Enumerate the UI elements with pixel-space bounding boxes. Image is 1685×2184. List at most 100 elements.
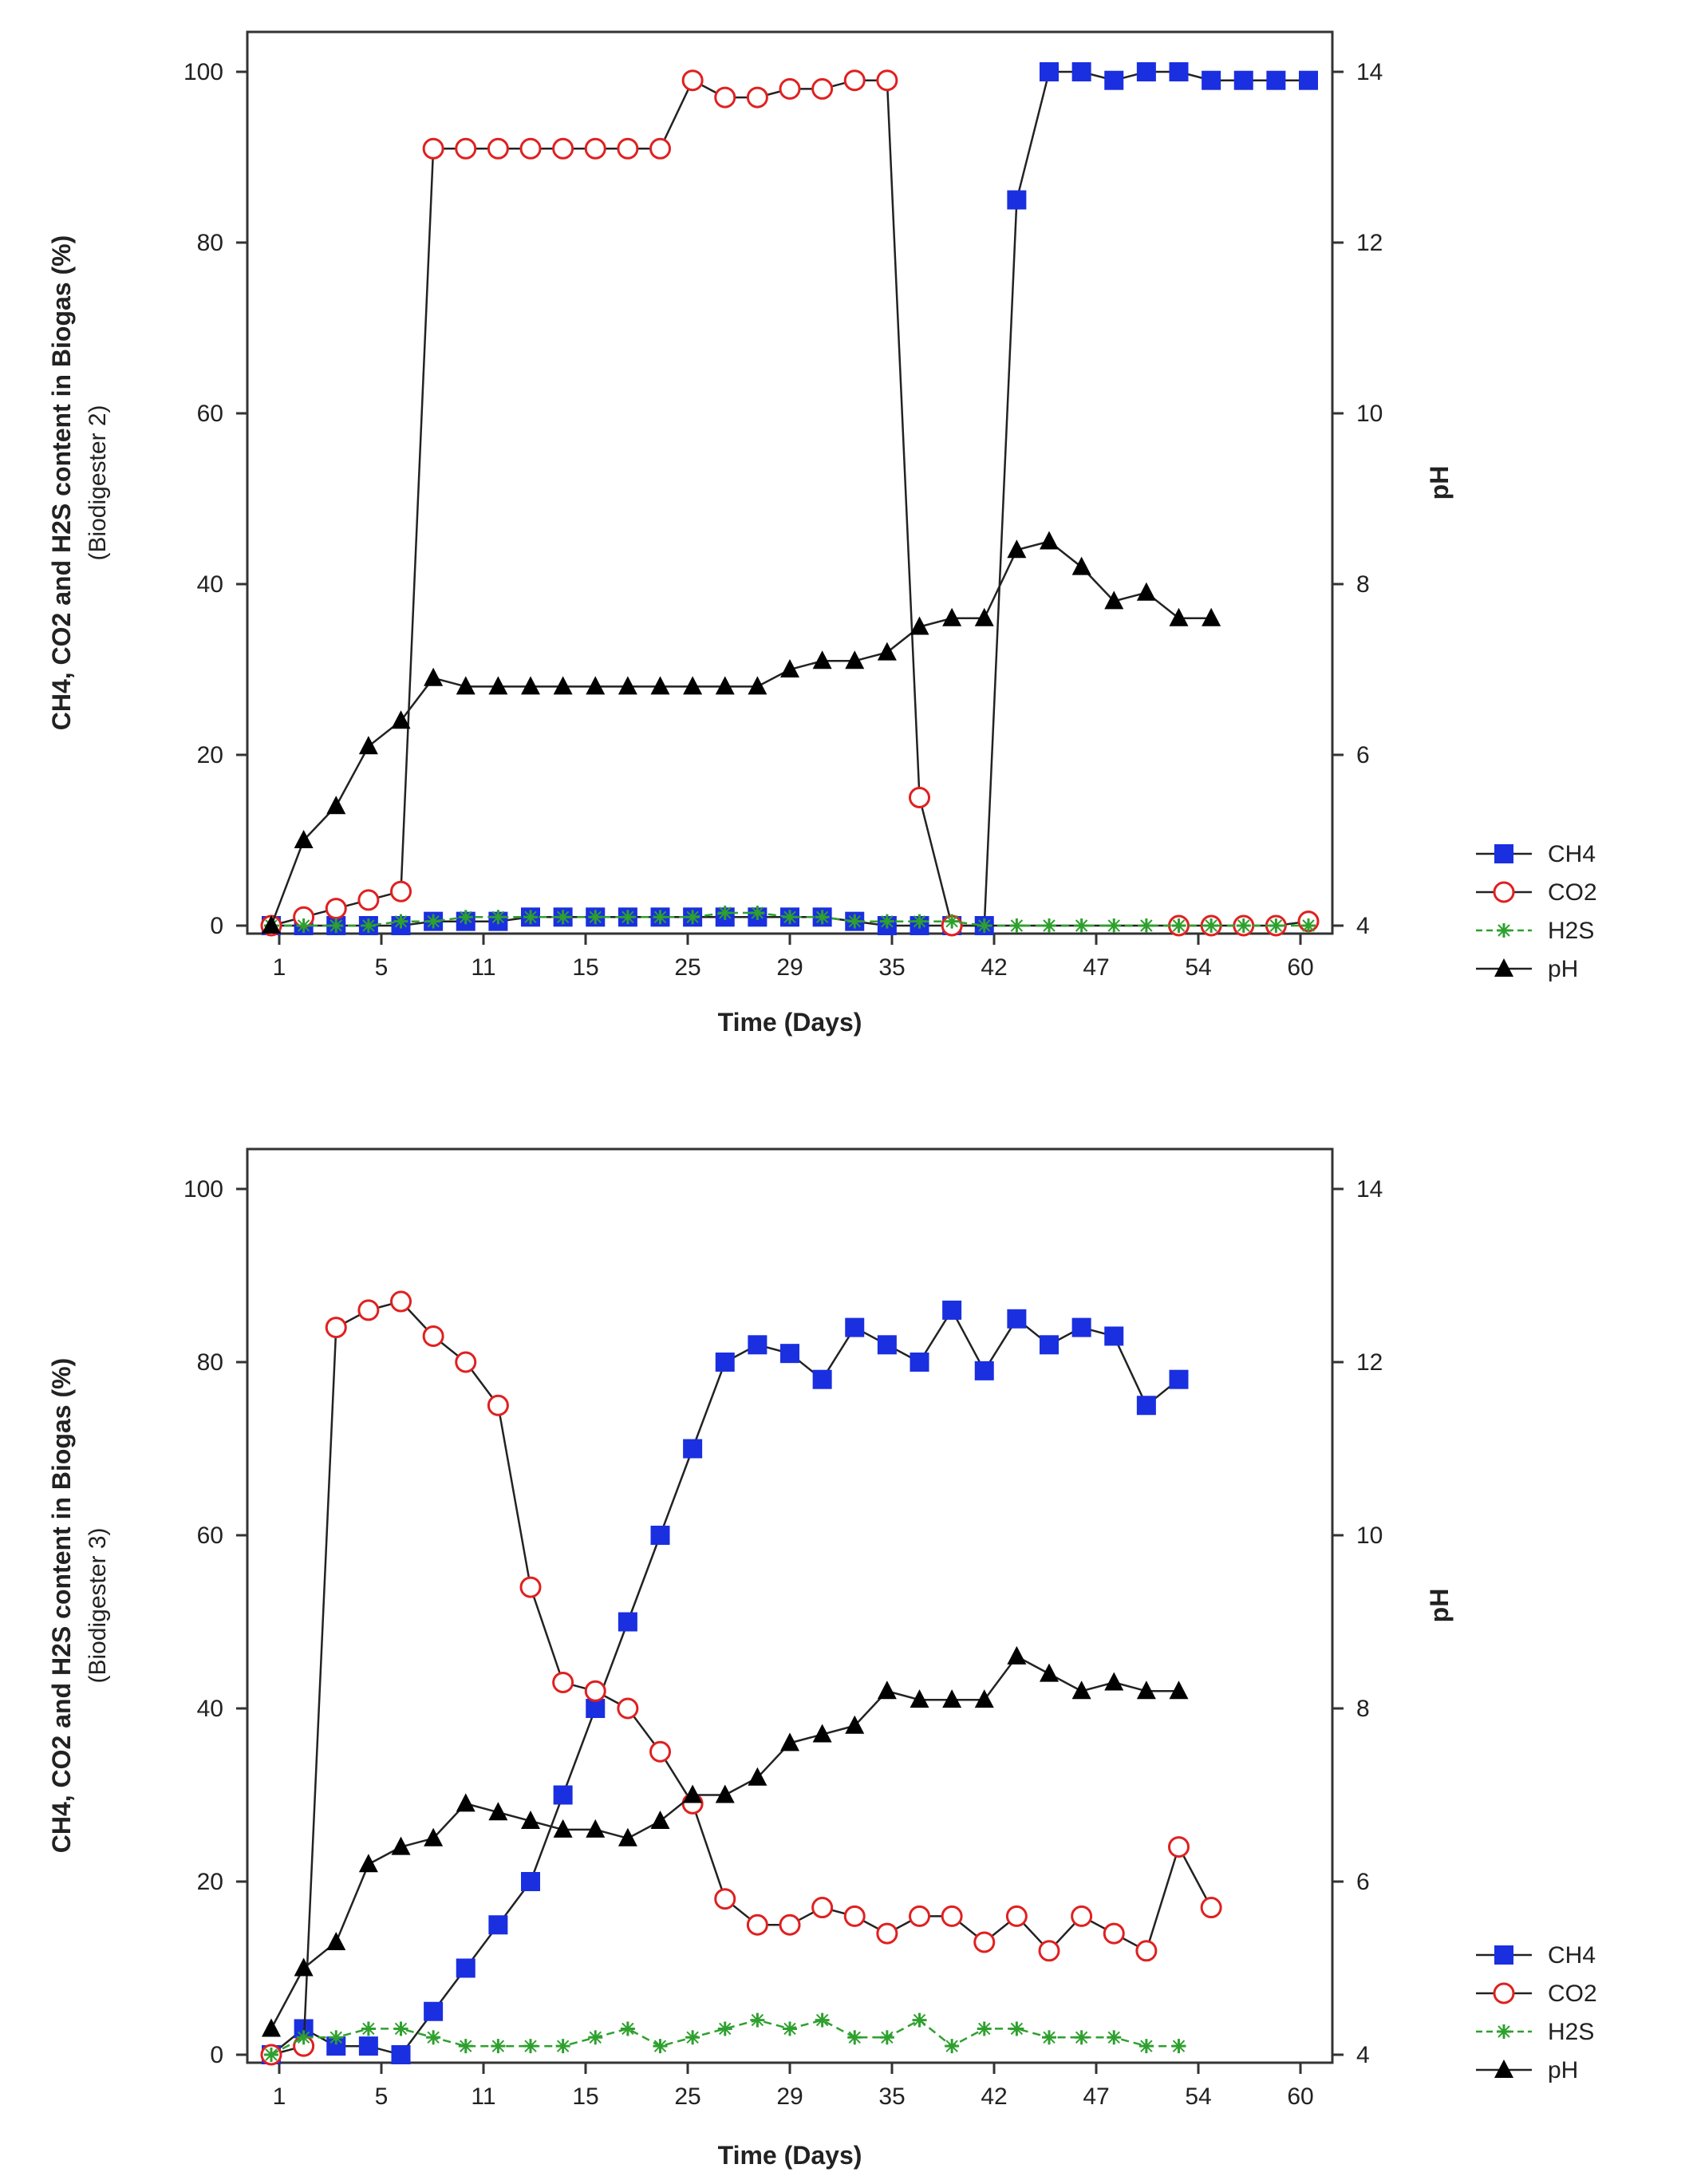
y-tick-label: 20 <box>197 1869 223 1895</box>
x-axis: 1 5 11 15 25 29 35 42 47 54 60 <box>273 934 1314 981</box>
data-point-ph <box>294 1957 314 1977</box>
data-point-co2 <box>843 1905 866 1927</box>
data-point-ch4 <box>553 1785 573 1805</box>
data-point-co2 <box>455 137 477 160</box>
data-point-co2 <box>584 1680 606 1702</box>
data-point-h2s <box>1138 2039 1154 2054</box>
y-tick-label: 40 <box>197 1696 223 1722</box>
data-point-h2s <box>458 910 473 925</box>
x-tick-label: 35 <box>878 954 905 981</box>
data-point-co2 <box>1038 1940 1060 1962</box>
x-tick-label: 42 <box>981 954 1007 981</box>
data-point-h2s <box>264 2048 278 2062</box>
data-point-h2s <box>523 910 538 925</box>
series-layer <box>260 62 1320 937</box>
data-point-co2 <box>455 1351 477 1373</box>
x-tick-label: 15 <box>572 2083 598 2110</box>
data-point-co2 <box>487 1394 509 1416</box>
data-point-h2s <box>847 914 862 929</box>
data-point-h2s <box>1107 918 1122 933</box>
data-point-h2s <box>945 2039 960 2054</box>
data-point-h2s <box>620 910 635 925</box>
y2-tick-label: 4 <box>1356 2042 1370 2068</box>
data-point-ch4 <box>521 1872 540 1891</box>
data-point-co2 <box>584 137 606 160</box>
data-point-co2 <box>1200 1897 1222 1919</box>
data-point-ph <box>424 667 444 686</box>
data-point-co2 <box>681 69 704 92</box>
data-point-co2 <box>617 137 639 160</box>
data-point-ph <box>553 1819 573 1838</box>
data-point-co2 <box>390 1290 412 1313</box>
right-y-axis: 4 6 8 10 12 14 <box>1332 1176 1383 2068</box>
data-point-h2s <box>620 2021 635 2036</box>
data-point-ph <box>391 710 411 729</box>
legend-item-co2: CO2 <box>1476 879 1597 906</box>
data-point-ph <box>521 676 540 695</box>
data-point-ch4 <box>877 1335 897 1355</box>
series-co2 <box>260 69 1320 937</box>
data-point-ch4 <box>456 1958 476 1978</box>
x-tick-label: 5 <box>375 2083 389 2110</box>
data-point-h2s <box>1009 918 1024 933</box>
data-point-h2s <box>1269 918 1284 933</box>
x-tick-label: 11 <box>471 954 495 981</box>
series-line-h2s <box>271 911 1308 927</box>
data-point-ph <box>1104 1672 1124 1691</box>
data-point-h2s <box>393 914 408 929</box>
legend-label: H2S <box>1548 2019 1594 2045</box>
data-point-ph <box>1040 1663 1059 1682</box>
data-point-ph <box>910 616 929 635</box>
x-tick-label: 25 <box>674 2083 700 2110</box>
data-point-co2 <box>552 1671 574 1693</box>
data-point-h2s <box>945 914 960 929</box>
data-point-ph <box>974 1689 994 1708</box>
right-y-axis: 4 6 8 10 12 14 <box>1332 59 1383 939</box>
data-point-ph <box>683 676 703 695</box>
data-point-ph <box>488 676 508 695</box>
y2-tick-label: 8 <box>1356 571 1370 598</box>
x-tick-label: 47 <box>1083 954 1109 981</box>
legend-marker <box>1493 881 1515 903</box>
legend-label: CH4 <box>1548 1942 1596 1969</box>
data-point-h2s <box>1204 918 1219 933</box>
data-point-h2s <box>296 2030 311 2045</box>
data-point-h2s <box>653 910 668 925</box>
data-point-co2 <box>811 1897 834 1919</box>
legend-marker <box>1494 958 1513 977</box>
legend-label: pH <box>1548 956 1578 982</box>
data-point-h2s <box>458 2039 473 2054</box>
legend-marker <box>1497 923 1511 938</box>
data-point-ph <box>1071 556 1091 575</box>
data-point-ph <box>521 1811 540 1830</box>
data-point-co2 <box>746 1913 768 1936</box>
data-point-h2s <box>296 918 311 933</box>
data-point-ph <box>1136 1680 1156 1700</box>
data-point-h2s <box>329 2030 344 2045</box>
data-point-h2s <box>555 2039 570 2054</box>
y2-tick-label: 12 <box>1356 230 1383 256</box>
data-point-ch4 <box>586 1699 606 1718</box>
data-point-ph <box>748 1767 768 1786</box>
data-point-ph <box>326 796 346 815</box>
data-point-ch4 <box>424 2001 444 2021</box>
data-point-ph <box>618 676 637 695</box>
data-point-ph <box>262 2018 281 2037</box>
y2-tick-label: 12 <box>1356 1349 1383 1376</box>
y-tick-label: 60 <box>197 1522 223 1549</box>
left-y-axis: 0 20 40 60 80 100 <box>183 59 247 939</box>
y2-tick-label: 10 <box>1356 401 1383 427</box>
data-point-co2 <box>746 86 768 109</box>
data-point-ph <box>877 642 897 661</box>
data-point-ph <box>1136 582 1156 601</box>
data-point-h2s <box>1236 918 1251 933</box>
data-point-ph <box>715 676 735 695</box>
data-point-h2s <box>426 2030 441 2045</box>
data-point-h2s <box>783 2021 797 2036</box>
series-h2s <box>264 2012 1186 2062</box>
legend-item-co2: CO2 <box>1476 1981 1597 2007</box>
series-ch4 <box>262 62 1318 935</box>
legend-item-h2s: H2S <box>1476 2019 1594 2045</box>
data-point-ch4 <box>748 1335 768 1355</box>
data-point-ph <box>1007 539 1027 559</box>
